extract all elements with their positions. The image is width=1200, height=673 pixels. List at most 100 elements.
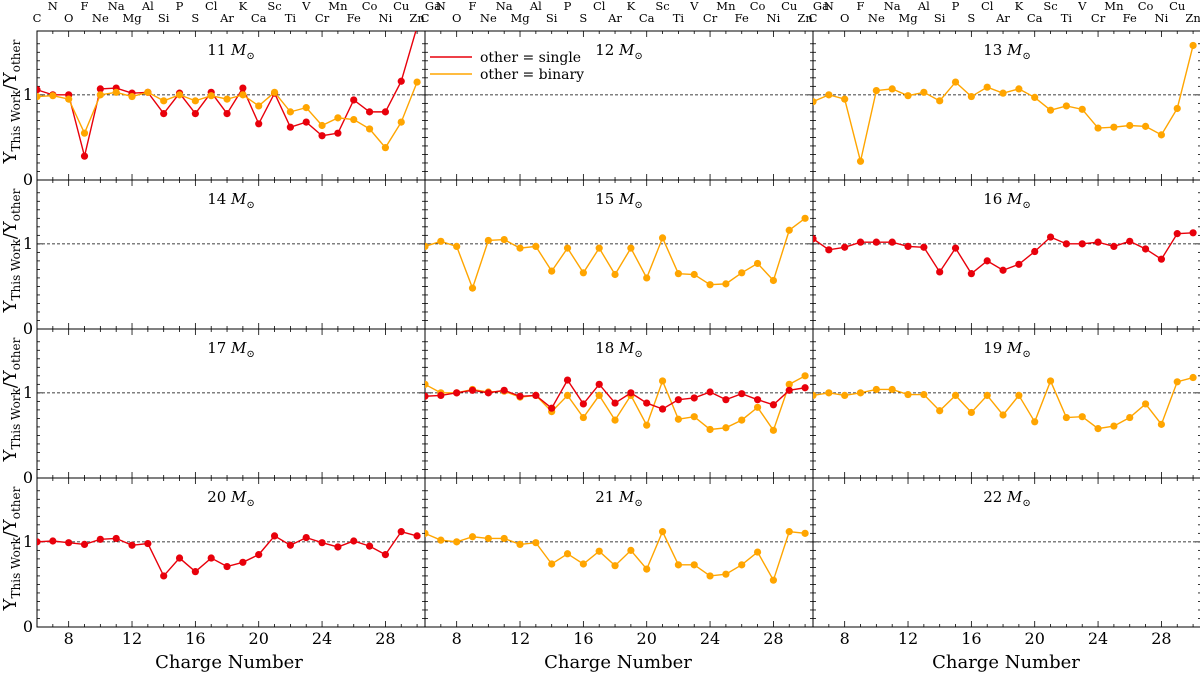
data-point bbox=[951, 78, 960, 86]
element-label-bottom: O bbox=[452, 11, 461, 25]
x-tick-label: 8 bbox=[840, 629, 850, 648]
element-label-top: K bbox=[239, 0, 248, 13]
data-point bbox=[255, 120, 263, 128]
data-point bbox=[841, 95, 849, 103]
data-point bbox=[888, 85, 896, 93]
series-group bbox=[813, 229, 1197, 278]
element-label-bottom: Ne bbox=[480, 11, 497, 25]
data-point bbox=[1094, 124, 1102, 132]
data-point bbox=[983, 257, 991, 265]
data-point bbox=[627, 244, 635, 252]
element-label-top: V bbox=[1077, 0, 1087, 13]
data-point bbox=[1157, 420, 1166, 428]
data-point bbox=[96, 85, 104, 93]
element-label-top: Mn bbox=[716, 0, 736, 13]
panel-20: 0 1 8 12 16 20 24 28 20 M⊙ bbox=[23, 477, 426, 648]
data-point bbox=[872, 87, 880, 95]
element-label-bottom: Cr bbox=[315, 11, 330, 25]
data-point bbox=[738, 390, 746, 398]
element-label-bottom: Ar bbox=[995, 11, 1010, 25]
panel-title: 19 M⊙ bbox=[983, 339, 1031, 360]
data-point bbox=[270, 88, 279, 96]
legend: other = single other = binary bbox=[430, 50, 584, 83]
data-point bbox=[1015, 260, 1023, 268]
element-label-top: Co bbox=[750, 0, 766, 13]
data-point bbox=[532, 539, 540, 547]
element-labels-bottom-row: C Ne Mg Si S Ar Ca Ti Cr Fe Ni Zn O C Ne Mg Si S Ar Ca Ti Cr F… bbox=[33, 11, 1200, 25]
x-tick-label: 28 bbox=[375, 629, 395, 648]
data-point bbox=[500, 236, 508, 244]
data-point bbox=[65, 95, 73, 103]
data-point bbox=[856, 238, 865, 246]
data-point bbox=[856, 157, 865, 165]
data-point bbox=[999, 411, 1007, 419]
data-point bbox=[983, 391, 991, 400]
series-group bbox=[425, 528, 809, 584]
data-point bbox=[80, 540, 89, 549]
data-point bbox=[223, 95, 231, 103]
data-point bbox=[425, 380, 429, 388]
data-point bbox=[453, 242, 461, 251]
data-point bbox=[738, 416, 746, 424]
series-line bbox=[813, 45, 1194, 162]
x-axis-title-col3: Charge Number bbox=[932, 652, 1080, 673]
y-axis-title: YThis Work/Yother bbox=[0, 188, 23, 313]
data-point bbox=[286, 541, 294, 549]
data-point bbox=[1173, 230, 1181, 238]
data-point bbox=[706, 388, 714, 396]
data-point bbox=[967, 92, 975, 101]
data-point bbox=[425, 242, 429, 251]
data-point bbox=[516, 392, 524, 400]
data-point bbox=[769, 401, 778, 409]
data-point bbox=[144, 539, 152, 548]
data-point bbox=[255, 551, 263, 559]
data-point bbox=[706, 425, 714, 434]
data-point bbox=[785, 380, 793, 388]
data-point bbox=[674, 561, 682, 569]
element-label-bottom: Fe bbox=[1123, 11, 1137, 25]
data-point bbox=[302, 534, 310, 542]
panel-15: 15 M⊙ bbox=[424, 179, 814, 330]
data-point bbox=[999, 89, 1007, 97]
data-point bbox=[1078, 413, 1086, 421]
element-label-top: N bbox=[824, 0, 834, 13]
data-point bbox=[936, 407, 944, 415]
data-point bbox=[255, 102, 263, 110]
element-label-bottom: Zn bbox=[1185, 11, 1200, 25]
data-point bbox=[548, 404, 556, 412]
data-point bbox=[270, 532, 279, 540]
data-point bbox=[207, 92, 215, 100]
data-point bbox=[413, 78, 421, 86]
data-point bbox=[516, 244, 524, 252]
y-axis-title: YThis Work/Yother bbox=[0, 337, 23, 462]
data-point bbox=[936, 268, 944, 276]
data-point bbox=[904, 92, 912, 100]
data-point bbox=[532, 242, 540, 251]
data-point bbox=[967, 408, 975, 417]
data-point bbox=[1046, 106, 1055, 114]
data-point bbox=[318, 132, 326, 140]
data-point bbox=[425, 529, 429, 537]
series-group bbox=[813, 373, 1197, 433]
panel-11: 0 1 11 M⊙ bbox=[23, 30, 426, 189]
data-point bbox=[484, 389, 492, 397]
element-label-top: Cl bbox=[205, 0, 218, 13]
data-point bbox=[365, 542, 374, 550]
data-point bbox=[825, 91, 833, 99]
data-point bbox=[769, 276, 778, 285]
element-label-top: Cl bbox=[981, 0, 994, 13]
data-point bbox=[334, 114, 342, 122]
x-tick-label: 20 bbox=[249, 629, 269, 648]
element-label-top: Al bbox=[529, 0, 542, 13]
y-axis-title: YThis Work/Yother bbox=[0, 486, 23, 611]
data-point bbox=[128, 92, 136, 101]
legend-binary-label: other = binary bbox=[480, 67, 584, 83]
data-point bbox=[1126, 121, 1134, 130]
data-point bbox=[999, 266, 1007, 274]
data-point bbox=[381, 144, 390, 152]
data-point bbox=[1031, 418, 1039, 426]
data-point bbox=[80, 129, 89, 137]
data-point bbox=[595, 380, 603, 388]
element-label-bottom: C bbox=[33, 11, 42, 25]
data-point bbox=[595, 547, 603, 555]
